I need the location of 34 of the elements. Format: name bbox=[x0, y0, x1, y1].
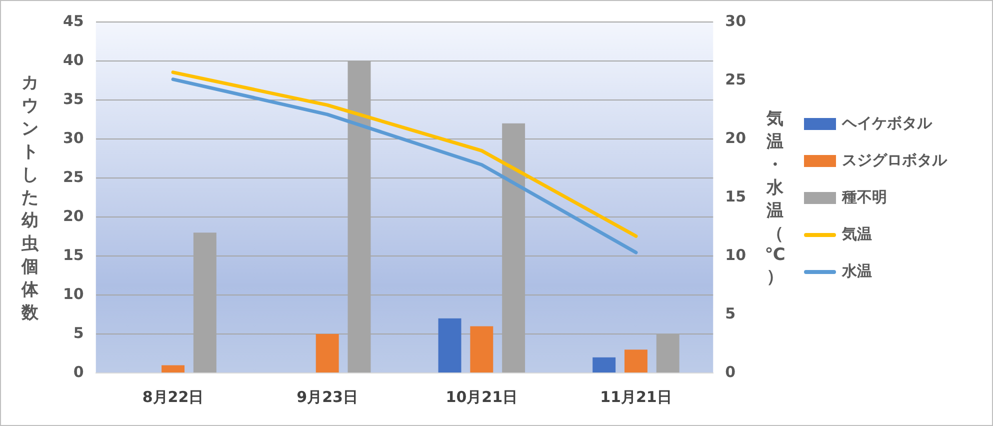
legend-label: ヘイケボタル bbox=[842, 114, 932, 133]
y2-tick-label: 0 bbox=[725, 362, 736, 381]
legend-label: スジグロボタル bbox=[842, 151, 947, 170]
x-tick-label: 10月21日 bbox=[446, 388, 518, 406]
y2-axis-title: 気温・水温（℃） bbox=[764, 108, 786, 288]
y-tick-label: 25 bbox=[63, 168, 84, 186]
x-tick-label: 11月21日 bbox=[600, 388, 672, 406]
y-tick-label: 0 bbox=[73, 362, 84, 381]
legend-label: 気温 bbox=[842, 225, 872, 244]
y-tick-label: 15 bbox=[63, 246, 84, 264]
y-tick-label: 20 bbox=[63, 206, 84, 225]
legend-label: 水温 bbox=[842, 262, 872, 281]
y-tick-label: 40 bbox=[63, 50, 84, 69]
bar bbox=[162, 365, 185, 372]
y2-tick-label: 15 bbox=[725, 187, 746, 206]
text: カウントした幼虫個体数 bbox=[22, 73, 38, 323]
bar bbox=[470, 326, 494, 372]
y-tick-label: 35 bbox=[63, 90, 84, 108]
legend-label: 種不明 bbox=[842, 188, 887, 207]
bar bbox=[316, 334, 339, 372]
bar bbox=[592, 357, 616, 372]
y-tick-label: 5 bbox=[73, 324, 84, 342]
y-tick-label: 45 bbox=[63, 12, 84, 30]
x-tick-label: 9月23日 bbox=[296, 388, 358, 406]
y2-tick-label: 30 bbox=[725, 12, 746, 30]
bar bbox=[438, 318, 462, 372]
y-tick-label: 10 bbox=[63, 284, 84, 303]
y2-tick-label: 10 bbox=[725, 246, 746, 264]
y2-tick-label: 20 bbox=[725, 128, 746, 147]
y2-tick-label: 5 bbox=[725, 304, 736, 322]
x-tick-label: 8月22日 bbox=[142, 388, 204, 406]
y2-tick-label: 25 bbox=[725, 70, 746, 88]
bar bbox=[624, 350, 648, 372]
y-tick-label: 30 bbox=[63, 128, 84, 147]
